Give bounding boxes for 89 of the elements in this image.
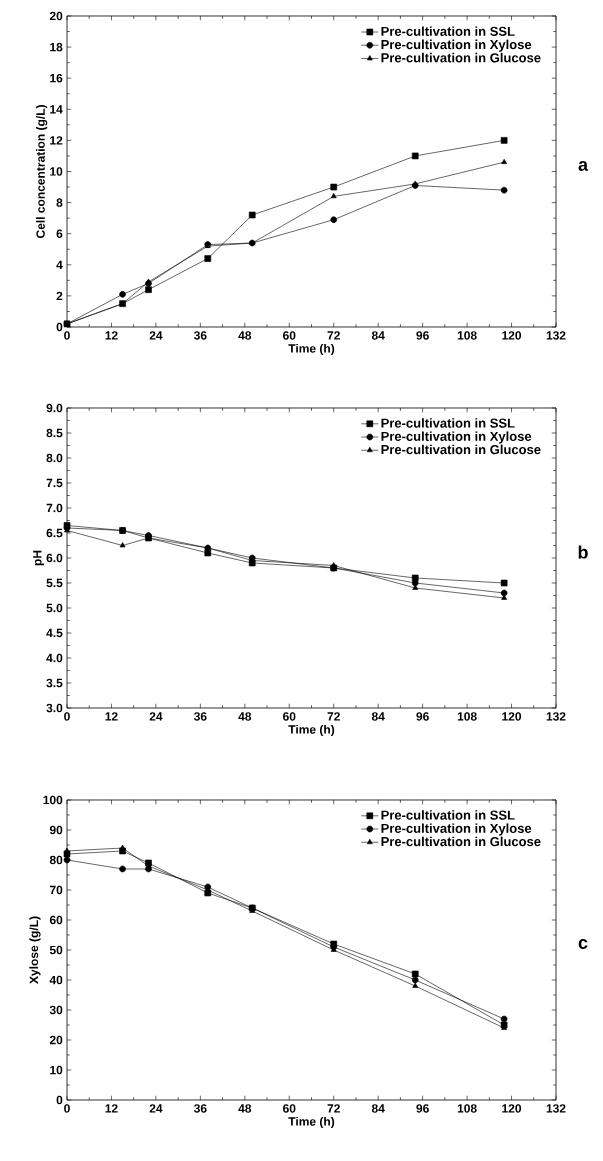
y-tick-label: 20 xyxy=(49,1035,63,1045)
y-tick-label: 100 xyxy=(43,795,63,805)
x-tick-label: 120 xyxy=(502,331,522,340)
y-tick-label: 4.5 xyxy=(46,628,63,638)
x-axis-title: Time (h) xyxy=(288,343,335,356)
y-tick-label: 3.5 xyxy=(46,678,63,688)
x-tick-label: 84 xyxy=(371,712,385,721)
y-axis-title: Cell concentration (g/L) xyxy=(36,105,48,239)
x-tick-label: 24 xyxy=(149,1104,163,1113)
y-tick-label: 40 xyxy=(49,975,63,985)
y-tick-label: 3.0 xyxy=(46,703,63,713)
y-tick-label: 50 xyxy=(49,945,63,955)
x-tick-label: 36 xyxy=(193,1104,207,1113)
y-tick-label: 12 xyxy=(50,136,63,145)
x-tick-label: 0 xyxy=(64,1104,70,1113)
y-tick-label: 90 xyxy=(49,825,63,835)
y-tick-label: 6 xyxy=(56,229,63,238)
legend-label: Pre-cultivation in Glucose xyxy=(381,52,541,63)
x-tick-label: 24 xyxy=(149,712,163,721)
x-axis-title: Time (h) xyxy=(288,724,335,737)
text: c xyxy=(578,939,588,949)
x-tick-label: 48 xyxy=(238,331,252,340)
y-tick-label: 14 xyxy=(50,105,63,114)
x-tick-label: 60 xyxy=(283,331,296,340)
y-tick-label: 2 xyxy=(56,291,63,301)
y-tick-label: 60 xyxy=(49,915,63,925)
x-tick-label: 108 xyxy=(457,712,477,721)
x-tick-label: 96 xyxy=(416,331,429,340)
x-tick-label: 72 xyxy=(327,1104,340,1113)
x-tick-label: 108 xyxy=(457,331,477,340)
x-tick-label: 132 xyxy=(546,331,566,340)
x-tick-label: 48 xyxy=(238,1104,252,1113)
x-tick-label: 36 xyxy=(193,712,207,721)
x-tick-label: 120 xyxy=(502,1104,522,1113)
legend-label: Pre-cultivation in Xylose xyxy=(381,431,532,444)
x-tick-label: 120 xyxy=(502,712,522,721)
x-tick-label: 12 xyxy=(105,1104,118,1113)
y-tick-label: 5.5 xyxy=(46,578,63,588)
x-tick-label: 72 xyxy=(327,331,340,340)
x-tick-label: 108 xyxy=(457,1104,477,1113)
y-tick-label: 80 xyxy=(49,855,63,865)
x-tick-label: 0 xyxy=(64,712,70,721)
x-tick-label: 0 xyxy=(64,331,70,340)
y-tick-label: 10 xyxy=(50,167,63,176)
y-tick-label: 0 xyxy=(56,1095,63,1105)
x-tick-label: 84 xyxy=(371,331,385,340)
legend-label: Pre-cultivation in Xylose xyxy=(381,39,532,52)
y-tick-label: 4 xyxy=(56,260,63,269)
legend-label: Pre-cultivation in SSL xyxy=(381,810,515,820)
y-tick-label: 16 xyxy=(50,73,63,83)
legend-label: Pre-cultivation in SSL xyxy=(381,418,515,428)
y-tick-label: 8.0 xyxy=(46,453,63,463)
x-tick-label: 24 xyxy=(149,331,163,340)
y-tick-label: 7.0 xyxy=(46,503,63,513)
x-tick-label: 132 xyxy=(546,712,566,721)
legend-label: Pre-cultivation in Glucose xyxy=(381,836,541,847)
text: b xyxy=(578,545,588,559)
x-tick-label: 48 xyxy=(238,712,252,721)
y-tick-label: 9.0 xyxy=(46,403,63,413)
x-tick-label: 36 xyxy=(193,331,207,340)
y-tick-label: 6.0 xyxy=(46,553,63,563)
y-tick-label: 20 xyxy=(49,11,63,21)
x-tick-label: 132 xyxy=(546,1104,566,1113)
legend-label: Pre-cultivation in SSL xyxy=(381,26,515,36)
y-tick-label: 6.5 xyxy=(46,528,63,538)
x-axis-title: Time (h) xyxy=(288,1116,335,1129)
y-tick-label: 5.0 xyxy=(46,603,63,613)
x-tick-label: 84 xyxy=(371,1104,385,1113)
y-axis-title: Xylose (g/L) xyxy=(29,916,41,984)
legend-label: Pre-cultivation in Xylose xyxy=(381,823,532,836)
y-tick-label: 18 xyxy=(50,42,63,52)
x-tick-label: 96 xyxy=(416,1104,429,1113)
y-tick-label: 70 xyxy=(49,885,63,895)
y-tick-label: 8 xyxy=(56,198,63,207)
y-tick-label: 0 xyxy=(56,322,63,332)
y-tick-label: 4.0 xyxy=(46,653,63,663)
legend-label: Pre-cultivation in Glucose xyxy=(381,444,541,455)
x-tick-label: 12 xyxy=(105,331,118,340)
y-tick-label: 30 xyxy=(49,1005,63,1015)
y-tick-label: 10 xyxy=(50,1065,63,1075)
x-tick-label: 60 xyxy=(283,1104,296,1113)
x-tick-label: 60 xyxy=(283,712,296,721)
y-axis-title: pH xyxy=(33,550,44,566)
x-tick-label: 72 xyxy=(327,712,340,721)
y-tick-label: 8.5 xyxy=(46,428,63,438)
x-tick-label: 96 xyxy=(416,712,429,721)
y-tick-label: 7.5 xyxy=(46,478,63,488)
text: a xyxy=(578,161,589,171)
x-tick-label: 12 xyxy=(105,712,118,721)
